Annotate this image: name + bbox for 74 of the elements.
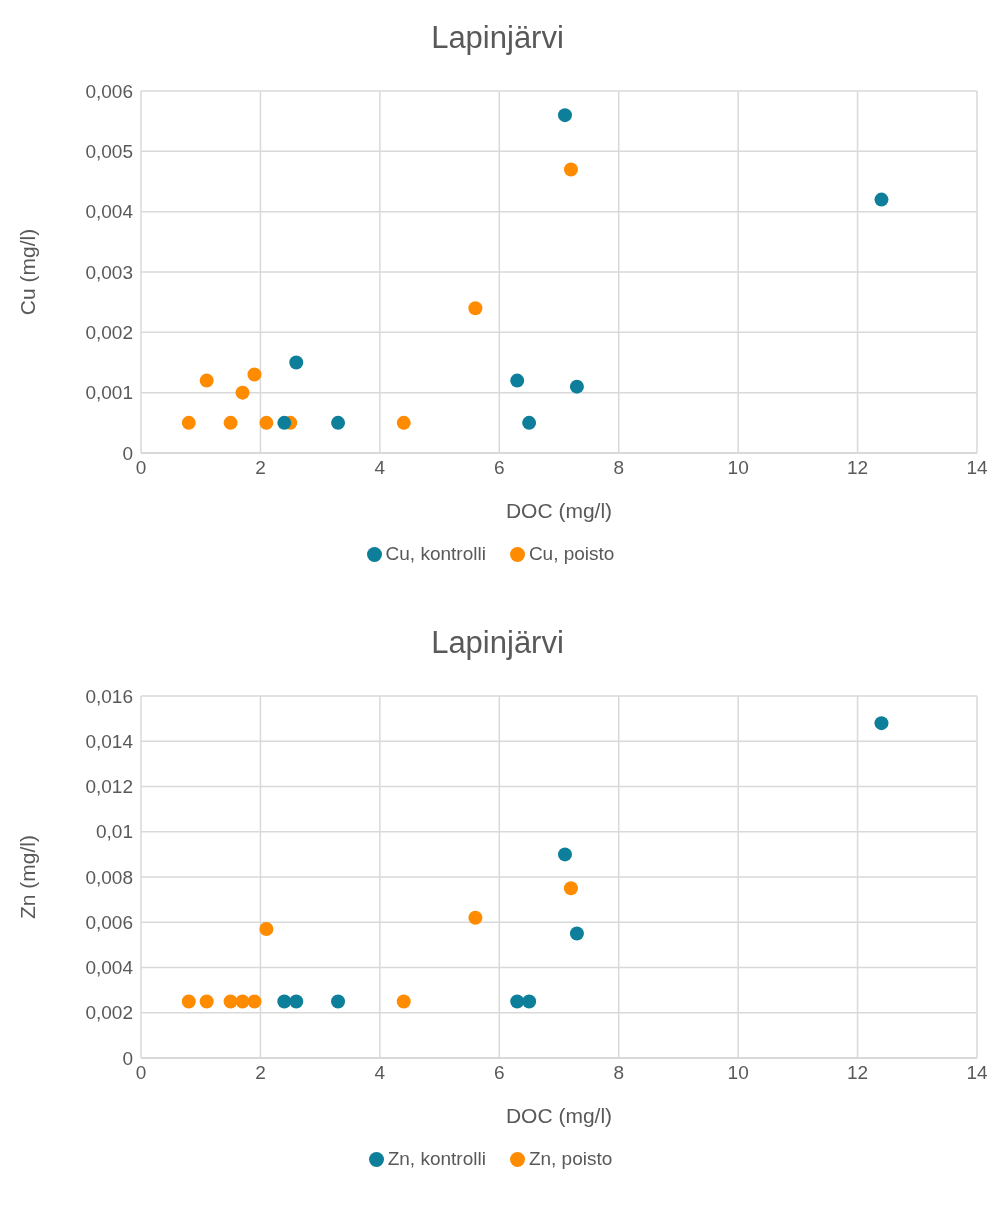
x-tick-label: 10	[727, 1062, 749, 1084]
point	[522, 415, 537, 430]
point	[563, 162, 578, 177]
x-tick-label: 10	[727, 457, 749, 479]
y-tick-label: 0,014	[85, 730, 134, 752]
chart-title: Lapinjärvi	[430, 624, 565, 662]
point	[289, 355, 304, 370]
y-tick-label: 0,002	[85, 322, 133, 344]
y-tick-label: 0,01	[96, 821, 133, 843]
y-tick-label: 0,001	[85, 382, 133, 404]
x-tick-label: 4	[374, 457, 386, 479]
x-tick-label: 2	[255, 1062, 266, 1084]
point	[223, 994, 238, 1009]
x-tick-label: 8	[613, 1062, 624, 1084]
x-axis-title: DOC (mg/l)	[505, 498, 613, 522]
point	[468, 910, 483, 925]
x-tick-label: 12	[847, 457, 869, 479]
y-tick-label: 0,012	[85, 776, 133, 798]
x-axis-title: DOC (mg/l)	[505, 1103, 613, 1127]
point	[557, 108, 572, 123]
point	[235, 385, 250, 400]
legend-label: Zn, kontrolli	[387, 1148, 486, 1169]
x-tick-label: 12	[847, 1062, 869, 1084]
y-tick-label: 0	[122, 442, 133, 464]
y-tick-label: 0	[122, 1047, 133, 1069]
point	[510, 994, 525, 1009]
y-tick-label: 0,006	[85, 911, 133, 933]
chart-title: Lapinjärvi	[430, 19, 565, 57]
point	[468, 301, 483, 316]
y-tick-label: 0,005	[85, 141, 133, 163]
point	[331, 994, 346, 1009]
point	[181, 415, 196, 430]
y-axis-title: Zn (mg/l)	[16, 835, 40, 919]
x-tick-label: 14	[966, 1062, 988, 1084]
legend-label: Zn, poisto	[528, 1148, 613, 1169]
y-tick-label: 0,008	[85, 866, 133, 888]
y-axis-title: Cu (mg/l)	[16, 228, 40, 316]
point	[247, 367, 262, 382]
x-tick-label: 6	[494, 1062, 505, 1084]
y-tick-label: 0,006	[85, 80, 133, 102]
point	[181, 994, 196, 1009]
point	[259, 922, 274, 937]
point	[235, 994, 250, 1009]
point	[563, 881, 578, 896]
y-tick-label: 0,004	[85, 201, 134, 223]
point	[247, 994, 262, 1009]
x-tick-label: 14	[966, 457, 988, 479]
x-tick-label: 6	[494, 457, 505, 479]
point	[522, 994, 537, 1009]
point	[510, 373, 525, 388]
legend-label: Cu, kontrolli	[385, 543, 486, 564]
point	[289, 994, 304, 1009]
point	[277, 415, 292, 430]
point	[396, 415, 411, 430]
y-tick-label: 0,003	[85, 261, 133, 283]
point	[331, 415, 346, 430]
point	[396, 994, 411, 1009]
point	[874, 192, 889, 207]
point	[259, 415, 274, 430]
x-tick-label: 8	[613, 457, 624, 479]
y-tick-label: 0,002	[85, 1002, 133, 1024]
point	[569, 926, 584, 941]
point	[277, 994, 292, 1009]
point	[223, 415, 238, 430]
point	[199, 373, 214, 388]
x-tick-label: 4	[374, 1062, 386, 1084]
legend-label: Cu, poisto	[528, 543, 615, 564]
point	[874, 716, 889, 731]
x-tick-label: 2	[255, 457, 266, 479]
y-tick-label: 0,016	[85, 685, 133, 707]
point	[199, 994, 214, 1009]
y-tick-label: 0,004	[85, 957, 134, 979]
point	[557, 847, 572, 862]
point	[569, 379, 584, 394]
